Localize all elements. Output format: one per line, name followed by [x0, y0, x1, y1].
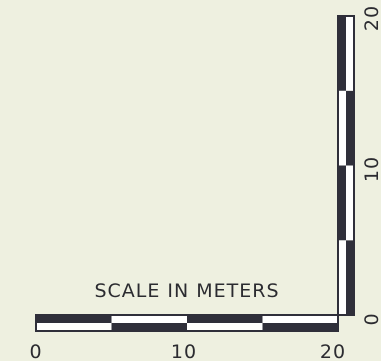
v-tick-label-10: 10 [361, 156, 381, 182]
h-scale-segment-3 [262, 315, 338, 331]
v-scale-outline [337, 15, 355, 316]
h-tick-label-0: 0 [29, 341, 42, 361]
v-scale-segment-2 [338, 90, 354, 166]
h-scale-segment-2 [187, 315, 263, 331]
h-scale-segment-1 [111, 315, 187, 331]
h-scale-segment-0 [36, 315, 112, 331]
v-scale-segment-0 [338, 240, 354, 315]
horizontal-scale-bar [35, 314, 339, 332]
h-tick-label-10: 10 [171, 341, 197, 361]
v-tick-label-20: 20 [361, 5, 381, 31]
scale-title: SCALE IN METERS [94, 280, 279, 302]
vertical-scale-bar [337, 15, 355, 316]
v-scale-segment-3 [338, 16, 354, 91]
h-scale-outline [35, 314, 339, 332]
v-scale-segment-1 [338, 165, 354, 241]
v-tick-label-0: 0 [361, 312, 381, 325]
h-tick-label-20: 20 [320, 341, 346, 361]
